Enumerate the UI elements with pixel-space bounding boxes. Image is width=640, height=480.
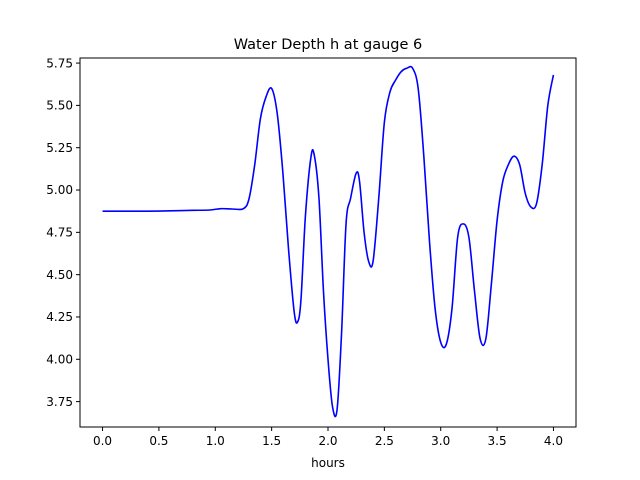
y-axis: 3.75 4.00 4.25 4.50 4.75 5.00 5.25 5.50 5.75 [46, 56, 80, 409]
y-tick-label: 4.50 [46, 268, 73, 282]
y-tick-label: 4.75 [46, 226, 73, 240]
x-tick-label: 3.5 [488, 434, 507, 448]
x-tick-label: 2.0 [318, 434, 337, 448]
x-tick-label: 1.5 [262, 434, 281, 448]
x-axis: 0.0 0.5 1.0 1.5 2.0 2.5 3.0 3.5 4.0 [93, 427, 563, 448]
x-tick-label: 4.0 [544, 434, 563, 448]
x-tick-label: 3.0 [431, 434, 450, 448]
y-tick-label: 4.25 [46, 310, 73, 324]
y-tick-label: 5.25 [46, 141, 73, 155]
y-tick-label: 4.00 [46, 352, 73, 366]
x-tick-label: 1.0 [206, 434, 225, 448]
x-tick-label: 2.5 [375, 434, 394, 448]
y-tick-label: 5.50 [46, 99, 73, 113]
chart-title: Water Depth h at gauge 6 [234, 37, 422, 53]
y-tick-label: 3.75 [46, 395, 73, 409]
x-tick-label: 0.0 [93, 434, 112, 448]
axes-frame [79, 57, 577, 428]
plot-area [79, 57, 577, 428]
series-line-0 [102, 65, 555, 418]
x-axis-label: hours [311, 456, 345, 470]
y-tick-label: 5.00 [46, 183, 73, 197]
x-tick-label: 0.5 [149, 434, 168, 448]
y-tick-label: 5.75 [46, 56, 73, 70]
